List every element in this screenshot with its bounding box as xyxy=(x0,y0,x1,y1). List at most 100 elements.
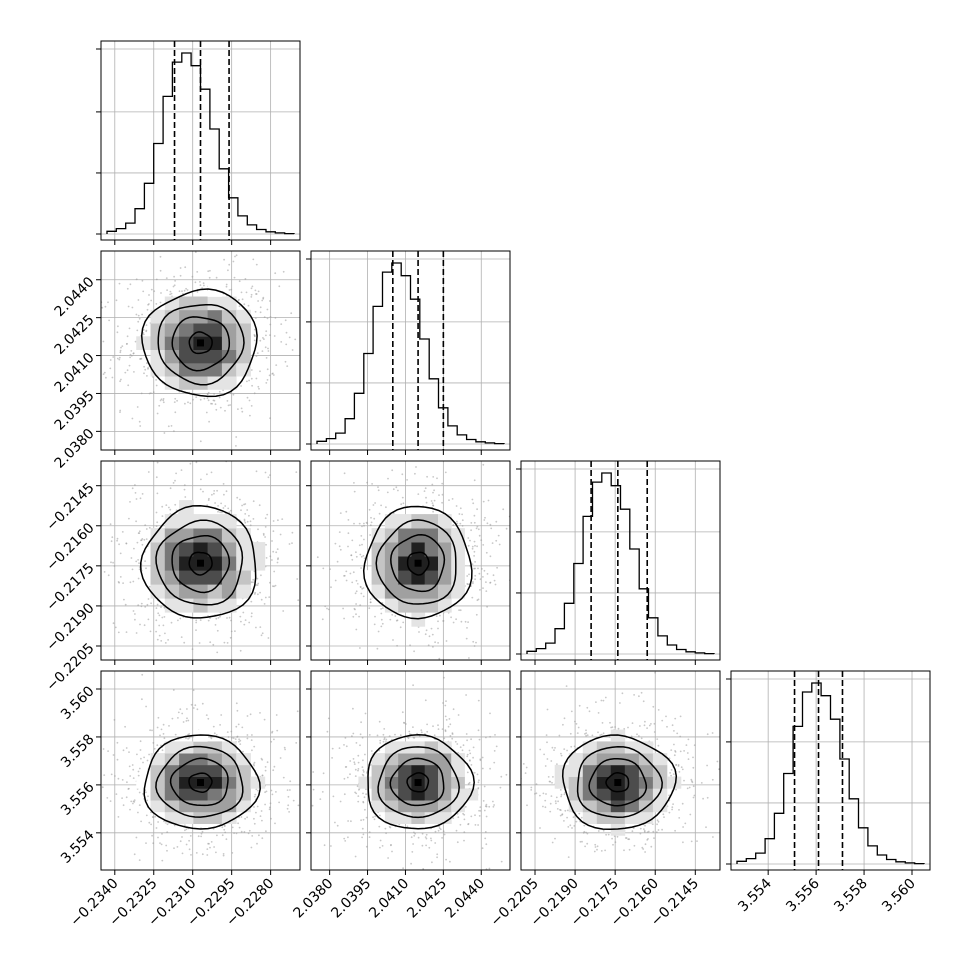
density-cell xyxy=(179,362,194,377)
density-cell xyxy=(371,556,386,571)
y-tick-label: 3.554 xyxy=(58,827,98,867)
scatter-points xyxy=(101,251,297,450)
density-cell xyxy=(451,584,465,599)
density-cell xyxy=(624,788,640,801)
peak-marker xyxy=(614,778,622,786)
density-cell xyxy=(424,800,439,813)
density-cell xyxy=(179,753,194,766)
density-cell xyxy=(384,788,399,801)
density-cell xyxy=(398,741,412,754)
density-layer xyxy=(521,671,720,858)
density-cell xyxy=(596,753,612,766)
density-cell xyxy=(384,764,399,777)
density-cell xyxy=(250,776,266,789)
histogram-1 xyxy=(316,262,505,445)
density-cell xyxy=(164,741,180,754)
density-cell xyxy=(384,811,399,824)
density-cell xyxy=(438,776,452,789)
density-cell xyxy=(221,811,237,824)
density-cell xyxy=(438,811,452,824)
density-cell xyxy=(624,764,640,777)
contour-2 xyxy=(375,519,457,605)
y-tick-label: 2.0425 xyxy=(52,312,98,358)
density-cell xyxy=(411,542,426,557)
density-cell xyxy=(411,612,426,627)
density-cell xyxy=(221,296,237,311)
panel-3-0: −0.2340−0.2325−0.2310−0.2295−0.22803.554… xyxy=(58,670,301,930)
density-cell xyxy=(638,788,654,801)
density-cell xyxy=(424,570,439,585)
density-cell xyxy=(398,753,412,766)
density-cell xyxy=(193,800,209,813)
density-cell xyxy=(384,570,399,585)
panel-2-1 xyxy=(306,460,511,665)
density-cell xyxy=(424,528,439,543)
density-cell xyxy=(596,764,612,777)
density-cell xyxy=(424,598,439,613)
contour-0 xyxy=(406,551,430,576)
density-layer xyxy=(101,461,300,660)
density-cell xyxy=(150,323,166,337)
density-cell xyxy=(451,556,465,571)
panel-2-2 xyxy=(516,460,721,665)
contour-3 xyxy=(143,734,261,830)
density-cell xyxy=(221,598,237,613)
density-cell xyxy=(411,800,426,813)
density-cell xyxy=(438,542,452,557)
density-cell xyxy=(164,788,180,801)
contour-3 xyxy=(367,733,475,830)
density-cell xyxy=(438,528,452,543)
density-cell xyxy=(384,753,399,766)
panel-frame xyxy=(520,670,721,871)
x-tick-label: 3.558 xyxy=(831,876,871,916)
density-layer xyxy=(316,463,510,660)
density-cell xyxy=(451,528,465,543)
y-tick-label: 3.558 xyxy=(58,731,98,771)
panel-frame xyxy=(310,670,511,871)
density-cell xyxy=(596,800,612,813)
density-cell xyxy=(236,584,251,599)
density-layer xyxy=(101,673,300,862)
density-cell xyxy=(193,376,209,390)
density-cell xyxy=(236,362,251,377)
panel-3-2: −0.2205−0.2190−0.2175−0.2160−0.2145 xyxy=(488,670,721,930)
density-cell xyxy=(236,556,251,571)
panel-frame xyxy=(730,670,931,871)
density-cell xyxy=(652,753,668,766)
density-cell xyxy=(179,598,194,613)
density-cell xyxy=(371,584,386,599)
density-cell xyxy=(179,514,194,529)
density-cell xyxy=(398,811,412,824)
peak-marker xyxy=(414,778,422,786)
density-cell xyxy=(221,788,237,801)
contour-0 xyxy=(188,331,213,355)
density-cell xyxy=(193,514,209,529)
contour-3 xyxy=(561,734,678,831)
density-cell xyxy=(610,811,626,824)
panel-0-0 xyxy=(96,40,301,245)
density-cell xyxy=(207,584,223,599)
y-tick-label: 2.0410 xyxy=(52,350,98,396)
x-tick-label: 2.0425 xyxy=(404,876,450,922)
density-cell xyxy=(221,753,237,766)
density-cell xyxy=(398,570,412,585)
density-cell xyxy=(398,800,412,813)
density-cell xyxy=(438,556,452,571)
density-cell xyxy=(221,323,237,337)
density-cell xyxy=(596,776,612,789)
y-tick-label: 2.0380 xyxy=(52,426,98,472)
density-cell xyxy=(179,788,194,801)
panel-frame xyxy=(100,670,301,871)
panel-frame xyxy=(100,40,301,241)
density-cell xyxy=(424,811,439,824)
density-cell xyxy=(666,776,682,789)
density-cell xyxy=(164,296,180,311)
density-cell xyxy=(136,776,151,789)
peak-marker xyxy=(197,559,204,567)
density-cell xyxy=(221,376,237,390)
density-cell xyxy=(221,542,237,557)
density-cell xyxy=(624,753,640,766)
